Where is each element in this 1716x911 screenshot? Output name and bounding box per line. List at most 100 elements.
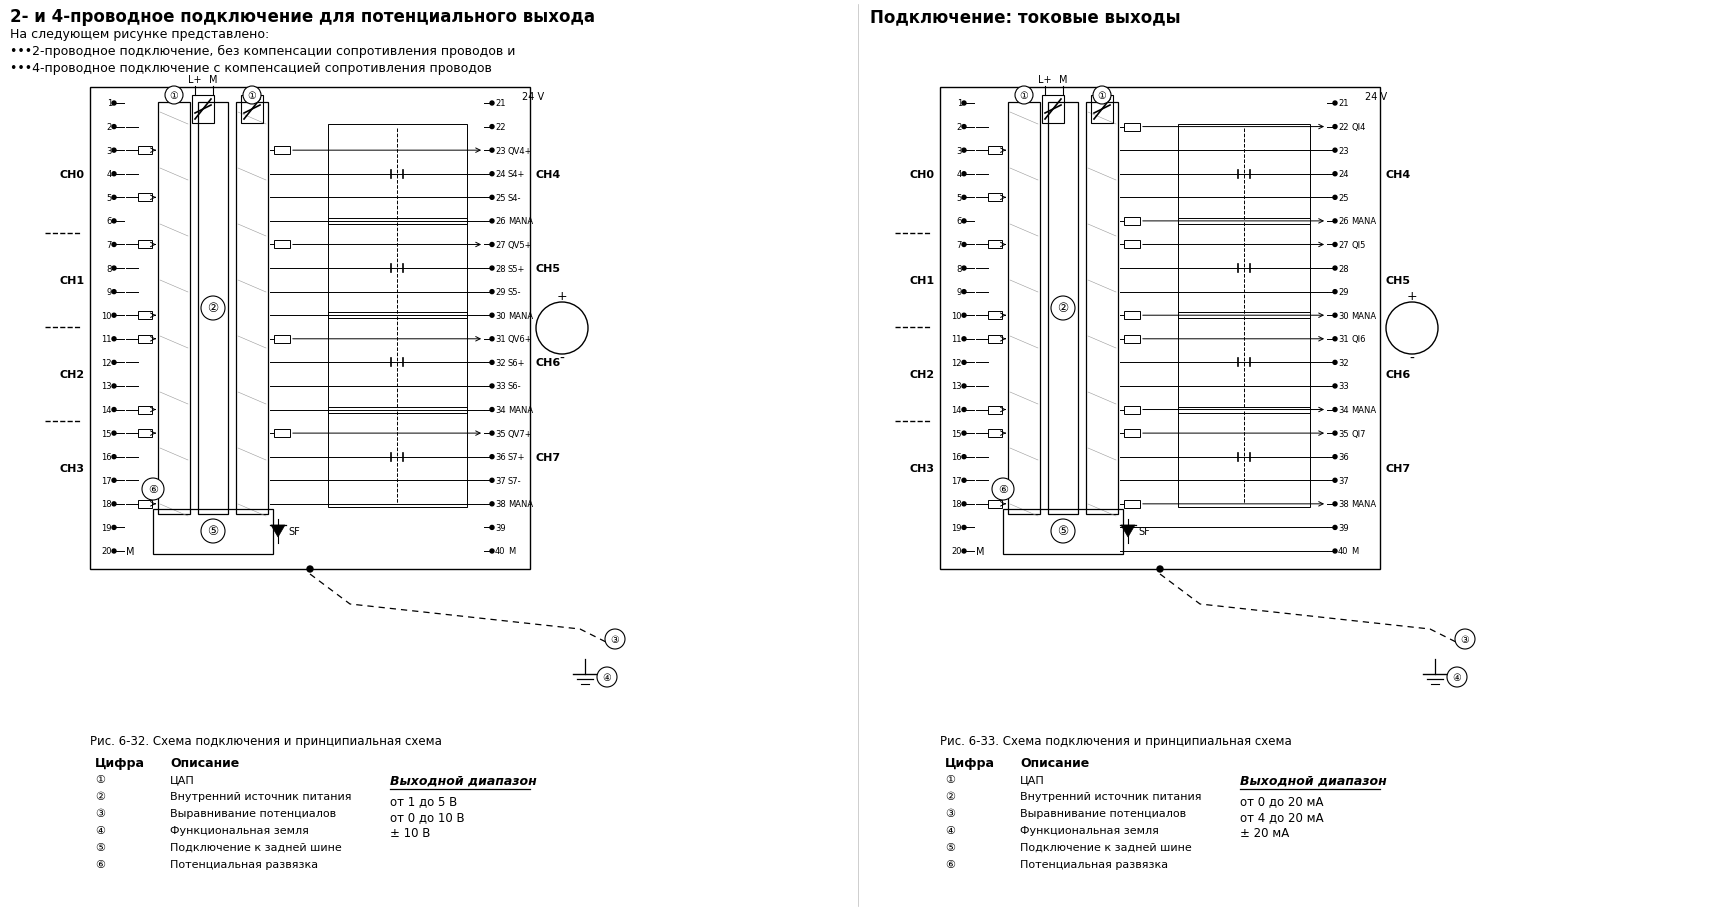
Text: ③: ③ — [946, 808, 956, 818]
Text: MANA: MANA — [1350, 405, 1376, 415]
Text: ± 10 В: ± 10 В — [390, 826, 431, 839]
Text: M: M — [508, 547, 515, 556]
Text: 16: 16 — [951, 453, 963, 462]
Text: M: M — [1059, 75, 1067, 85]
Circle shape — [491, 126, 494, 129]
Text: S4-: S4- — [508, 194, 522, 202]
Circle shape — [963, 172, 966, 177]
Text: Цифра: Цифра — [94, 756, 144, 769]
Circle shape — [112, 149, 117, 153]
Circle shape — [1333, 456, 1337, 459]
Text: 34: 34 — [1338, 405, 1349, 415]
Text: 35: 35 — [1338, 429, 1349, 438]
Text: 3: 3 — [956, 147, 963, 156]
Text: от 1 до 5 В: от 1 до 5 В — [390, 794, 456, 807]
Text: Выравнивание потенциалов: Выравнивание потенциалов — [170, 808, 336, 818]
Circle shape — [112, 126, 117, 129]
Text: 16: 16 — [101, 453, 112, 462]
Text: S4+: S4+ — [508, 170, 525, 179]
Text: 17: 17 — [101, 476, 112, 486]
Circle shape — [112, 196, 117, 200]
Text: ①: ① — [247, 91, 256, 101]
Text: QV5+: QV5+ — [508, 241, 532, 250]
Circle shape — [112, 549, 117, 553]
Circle shape — [491, 337, 494, 342]
Circle shape — [1333, 408, 1337, 412]
Text: Описание: Описание — [170, 756, 239, 769]
Text: от 0 до 20 мА: от 0 до 20 мА — [1241, 794, 1323, 807]
Text: 28: 28 — [1338, 264, 1349, 273]
Circle shape — [112, 243, 117, 247]
Circle shape — [963, 549, 966, 553]
Circle shape — [963, 361, 966, 365]
Text: от 0 до 10 В: от 0 до 10 В — [390, 810, 465, 824]
Circle shape — [963, 314, 966, 318]
Bar — [275, 335, 290, 343]
Polygon shape — [1121, 526, 1134, 537]
Text: ①: ① — [946, 774, 956, 784]
Text: QI5: QI5 — [1350, 241, 1366, 250]
Text: MANA: MANA — [1350, 217, 1376, 226]
Circle shape — [992, 478, 1014, 500]
Text: 38: 38 — [494, 500, 506, 508]
Circle shape — [491, 267, 494, 271]
Text: CH5: CH5 — [535, 264, 559, 273]
Text: 14: 14 — [101, 405, 112, 415]
Text: L+: L+ — [189, 75, 202, 85]
Circle shape — [491, 502, 494, 507]
Circle shape — [112, 220, 117, 223]
Circle shape — [606, 630, 625, 650]
Text: MANA: MANA — [508, 217, 534, 226]
Text: CH2: CH2 — [60, 370, 86, 380]
Text: 23: 23 — [494, 147, 506, 156]
Circle shape — [112, 314, 117, 318]
Circle shape — [112, 361, 117, 365]
Text: 36: 36 — [1338, 453, 1349, 462]
Text: Выходной диапазон: Выходной диапазон — [1241, 774, 1387, 787]
Text: MANA: MANA — [1350, 500, 1376, 508]
Circle shape — [201, 519, 225, 543]
Circle shape — [1333, 432, 1337, 435]
Circle shape — [112, 502, 117, 507]
Text: S6-: S6- — [508, 382, 522, 391]
Text: 35: 35 — [494, 429, 506, 438]
Text: ⑤: ⑤ — [94, 842, 105, 852]
Text: 30: 30 — [494, 312, 506, 321]
Circle shape — [1333, 102, 1337, 106]
Text: •••2-проводное подключение, без компенсации сопротивления проводов и: •••2-проводное подключение, без компенса… — [10, 45, 515, 58]
Circle shape — [491, 314, 494, 318]
Text: 2: 2 — [958, 123, 963, 132]
Bar — [988, 147, 1002, 155]
Circle shape — [963, 220, 966, 223]
Bar — [988, 335, 1002, 343]
Circle shape — [112, 408, 117, 412]
Bar — [1124, 124, 1139, 131]
Bar — [1124, 430, 1139, 437]
Text: 21: 21 — [1338, 99, 1349, 108]
Text: ⑤: ⑤ — [208, 525, 218, 537]
Text: ④: ④ — [94, 825, 105, 835]
Text: 21: 21 — [494, 99, 506, 108]
Text: 24: 24 — [1338, 170, 1349, 179]
Text: ③: ③ — [94, 808, 105, 818]
Text: M: M — [1350, 547, 1359, 556]
Text: 19: 19 — [951, 523, 963, 532]
Circle shape — [1014, 87, 1033, 105]
Text: 11: 11 — [951, 335, 963, 344]
Bar — [89, 87, 530, 569]
Text: QV7+: QV7+ — [508, 429, 532, 438]
Bar — [1124, 406, 1139, 415]
Circle shape — [491, 432, 494, 435]
Bar — [1007, 103, 1040, 515]
Circle shape — [963, 126, 966, 129]
Circle shape — [491, 549, 494, 553]
Circle shape — [963, 384, 966, 388]
Circle shape — [491, 220, 494, 223]
Circle shape — [112, 432, 117, 435]
Text: ④: ④ — [1453, 672, 1462, 682]
Text: 34: 34 — [494, 405, 506, 415]
Bar — [240, 96, 263, 124]
Text: ЦАП: ЦАП — [170, 774, 194, 784]
Text: CH6: CH6 — [535, 358, 559, 368]
Text: На следующем рисунке представлено:: На следующем рисунке представлено: — [10, 28, 269, 41]
